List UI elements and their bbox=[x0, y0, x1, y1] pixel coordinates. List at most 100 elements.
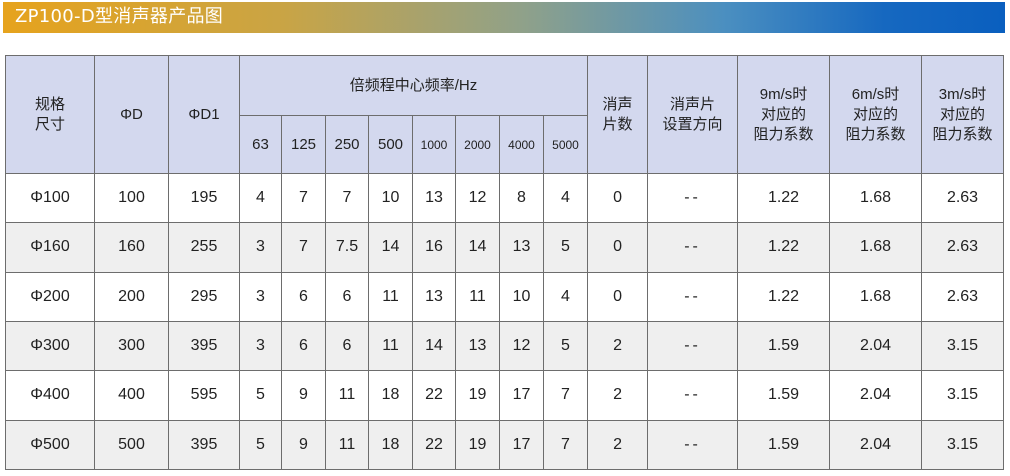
cell-f2000: 13 bbox=[455, 320, 500, 372]
table-row: Φ300 300 395 3 6 6 11 14 13 12 5 2 -- 1.… bbox=[5, 320, 1005, 372]
table-row: Φ160 160 255 3 7 7.5 14 16 14 13 5 0 -- … bbox=[5, 222, 1005, 273]
header-r6-line2: 对应的 bbox=[853, 105, 899, 123]
header-direction-line1: 消声片 bbox=[670, 95, 716, 113]
cell-d: 400 bbox=[94, 370, 169, 421]
cell-f5000: 5 bbox=[542, 222, 589, 273]
header-resistance-3: 3m/s时 对应的 阻力系数 bbox=[921, 55, 1005, 174]
cell-direction: -- bbox=[647, 419, 739, 471]
cell-d1: 255 bbox=[168, 222, 240, 273]
cell-r6: 2.04 bbox=[829, 419, 923, 471]
cell-f2000: 12 bbox=[455, 172, 500, 224]
cell-f63: 3 bbox=[239, 271, 282, 322]
cell-direction: -- bbox=[647, 172, 739, 224]
cell-r6: 1.68 bbox=[829, 222, 923, 273]
cell-f125: 9 bbox=[281, 419, 326, 471]
header-r6-line1: 6m/s时 bbox=[851, 85, 900, 103]
cell-f125: 6 bbox=[281, 320, 326, 372]
cell-r9: 1.59 bbox=[737, 419, 831, 471]
cell-d: 200 bbox=[94, 271, 169, 322]
cell-f250: 7.5 bbox=[325, 222, 369, 273]
header-d1: ΦD1 bbox=[168, 55, 240, 174]
cell-f500: 18 bbox=[368, 370, 413, 421]
cell-pieces: 0 bbox=[587, 222, 649, 273]
table-row: Φ100 100 195 4 7 7 10 13 12 8 4 0 -- 1.2… bbox=[5, 172, 1005, 224]
cell-r9: 1.22 bbox=[737, 172, 831, 224]
header-freq-63: 63 bbox=[239, 115, 282, 174]
header-freq-2000: 2000 bbox=[455, 115, 500, 174]
cell-spec: Φ160 bbox=[5, 222, 95, 273]
cell-direction: -- bbox=[647, 370, 739, 421]
cell-spec: Φ400 bbox=[5, 370, 95, 421]
cell-r9: 1.22 bbox=[737, 271, 831, 322]
cell-r3: 3.15 bbox=[921, 419, 1005, 471]
header-r3-line2: 对应的 bbox=[940, 105, 986, 123]
cell-f5000: 7 bbox=[542, 370, 589, 421]
spec-table: 规格 尺寸 ΦD ΦD1 倍频程中心频率/Hz 消声 片数 消声片 设置方向 9… bbox=[5, 55, 1005, 471]
cell-f4000: 17 bbox=[499, 370, 544, 421]
cell-spec: Φ200 bbox=[5, 271, 95, 322]
cell-pieces: 0 bbox=[587, 172, 649, 224]
cell-f125: 9 bbox=[281, 370, 326, 421]
cell-r3: 2.63 bbox=[921, 271, 1005, 322]
cell-f2000: 14 bbox=[455, 222, 500, 273]
cell-f4000: 10 bbox=[499, 271, 544, 322]
cell-r6: 1.68 bbox=[829, 172, 923, 224]
header-freq-500: 500 bbox=[368, 115, 413, 174]
header-pieces: 消声 片数 bbox=[587, 55, 649, 174]
cell-direction: -- bbox=[647, 271, 739, 322]
cell-direction: -- bbox=[647, 320, 739, 372]
header-r3-line3: 阻力系数 bbox=[932, 125, 993, 143]
cell-r9: 1.59 bbox=[737, 370, 831, 421]
cell-f2000: 19 bbox=[455, 370, 500, 421]
cell-f250: 7 bbox=[325, 172, 369, 224]
cell-pieces: 2 bbox=[587, 419, 649, 471]
cell-f250: 6 bbox=[325, 271, 369, 322]
cell-f63: 3 bbox=[239, 320, 282, 372]
cell-r3: 2.63 bbox=[921, 222, 1005, 273]
cell-spec: Φ500 bbox=[5, 419, 95, 471]
header-spec: 规格 尺寸 bbox=[5, 55, 95, 174]
cell-f250: 11 bbox=[325, 419, 369, 471]
cell-f63: 5 bbox=[239, 419, 282, 471]
cell-f250: 6 bbox=[325, 320, 369, 372]
cell-r9: 1.59 bbox=[737, 320, 831, 372]
cell-f2000: 11 bbox=[455, 271, 500, 322]
cell-f125: 7 bbox=[281, 172, 326, 224]
header-freq-125: 125 bbox=[281, 115, 326, 174]
header-direction-line2: 设置方向 bbox=[662, 115, 723, 133]
header-spec-line1: 规格 bbox=[34, 95, 65, 113]
table-row: Φ500 500 395 5 9 11 18 22 19 17 7 2 -- 1… bbox=[5, 419, 1005, 471]
title-bar: ZP100-D型消声器产品图 bbox=[3, 2, 1005, 33]
cell-f1000: 14 bbox=[412, 320, 456, 372]
cell-r3: 3.15 bbox=[921, 320, 1005, 372]
header-pieces-line1: 消声 bbox=[602, 95, 633, 113]
cell-f250: 11 bbox=[325, 370, 369, 421]
cell-f500: 10 bbox=[368, 172, 413, 224]
cell-f1000: 13 bbox=[412, 172, 456, 224]
cell-f4000: 8 bbox=[499, 172, 544, 224]
cell-f5000: 4 bbox=[542, 271, 589, 322]
cell-f63: 3 bbox=[239, 222, 282, 273]
cell-f500: 14 bbox=[368, 222, 413, 273]
cell-f1000: 22 bbox=[412, 370, 456, 421]
table-row: Φ200 200 295 3 6 6 11 13 11 10 4 0 -- 1.… bbox=[5, 271, 1005, 322]
cell-d1: 395 bbox=[168, 320, 240, 372]
header-freq-5000: 5000 bbox=[542, 115, 589, 174]
cell-f4000: 17 bbox=[499, 419, 544, 471]
cell-f4000: 12 bbox=[499, 320, 544, 372]
cell-direction: -- bbox=[647, 222, 739, 273]
cell-f1000: 16 bbox=[412, 222, 456, 273]
header-direction: 消声片 设置方向 bbox=[647, 55, 739, 174]
header-resistance-9: 9m/s时 对应的 阻力系数 bbox=[737, 55, 831, 174]
cell-pieces: 2 bbox=[587, 320, 649, 372]
cell-d: 500 bbox=[94, 419, 169, 471]
cell-f125: 6 bbox=[281, 271, 326, 322]
cell-d: 160 bbox=[94, 222, 169, 273]
cell-f125: 7 bbox=[281, 222, 326, 273]
header-pieces-line2: 片数 bbox=[602, 115, 633, 133]
header-resistance-6: 6m/s时 对应的 阻力系数 bbox=[829, 55, 923, 174]
cell-r6: 2.04 bbox=[829, 370, 923, 421]
header-r9-line1: 9m/s时 bbox=[759, 85, 808, 103]
cell-f5000: 4 bbox=[542, 172, 589, 224]
cell-r6: 2.04 bbox=[829, 320, 923, 372]
